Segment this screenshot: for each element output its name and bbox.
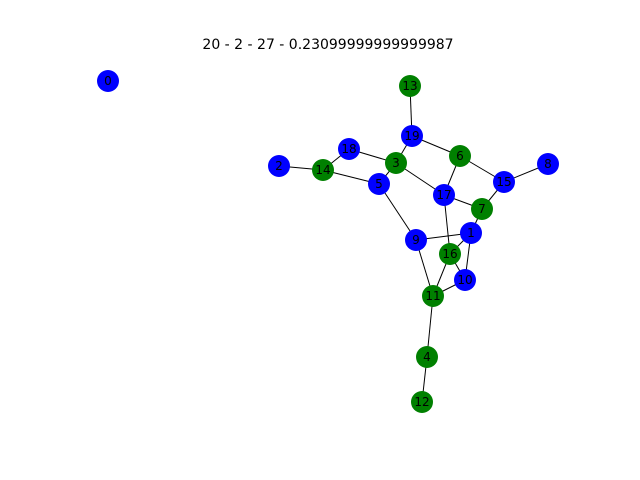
node-1: 1 <box>460 222 482 244</box>
node-label: 9 <box>412 233 420 247</box>
node-circle <box>449 145 471 167</box>
node-label: 17 <box>436 188 451 202</box>
graph-title: 20 - 2 - 27 - 0.23099999999999987 <box>202 37 453 53</box>
node-circle <box>338 138 360 160</box>
node-5: 5 <box>368 173 390 195</box>
node-label: 6 <box>456 149 464 163</box>
node-10: 10 <box>454 269 476 291</box>
node-label: 4 <box>423 350 431 364</box>
node-circle <box>268 155 290 177</box>
node-label: 14 <box>315 163 330 177</box>
node-circle <box>385 152 407 174</box>
node-label: 12 <box>414 395 429 409</box>
node-circle <box>416 346 438 368</box>
node-label: 13 <box>402 79 417 93</box>
node-17: 17 <box>433 184 455 206</box>
node-circle <box>401 125 423 147</box>
node-label: 15 <box>496 175 511 189</box>
node-7: 7 <box>471 198 493 220</box>
node-15: 15 <box>493 171 515 193</box>
node-label: 16 <box>442 247 457 261</box>
node-11: 11 <box>422 285 444 307</box>
node-3: 3 <box>385 152 407 174</box>
node-circle <box>422 285 444 307</box>
node-label: 18 <box>341 142 356 156</box>
node-circle <box>312 159 334 181</box>
node-circle <box>433 184 455 206</box>
node-circle <box>537 153 559 175</box>
node-12: 12 <box>411 391 433 413</box>
node-4: 4 <box>416 346 438 368</box>
node-18: 18 <box>338 138 360 160</box>
node-label: 10 <box>457 273 472 287</box>
node-circle <box>411 391 433 413</box>
node-label: 2 <box>275 159 283 173</box>
node-circle <box>493 171 515 193</box>
node-9: 9 <box>405 229 427 251</box>
node-14: 14 <box>312 159 334 181</box>
node-label: 11 <box>425 289 440 303</box>
node-circle <box>368 173 390 195</box>
node-19: 19 <box>401 125 423 147</box>
node-13: 13 <box>399 75 421 97</box>
node-16: 16 <box>439 243 461 265</box>
edge-5-9 <box>378 183 417 241</box>
node-circle <box>454 269 476 291</box>
node-label: 1 <box>467 226 475 240</box>
node-2: 2 <box>268 155 290 177</box>
node-label: 3 <box>392 156 400 170</box>
node-label: 19 <box>404 129 419 143</box>
node-circle <box>471 198 493 220</box>
node-label: 8 <box>544 157 552 171</box>
node-6: 6 <box>449 145 471 167</box>
node-8: 8 <box>537 153 559 175</box>
node-circle <box>97 70 119 92</box>
node-label: 7 <box>478 202 486 216</box>
node-circle <box>399 75 421 97</box>
node-label: 5 <box>375 177 383 191</box>
node-circle <box>460 222 482 244</box>
node-label: 0 <box>104 74 112 88</box>
node-0: 0 <box>97 70 119 92</box>
node-circle <box>405 229 427 251</box>
node-circle <box>439 243 461 265</box>
